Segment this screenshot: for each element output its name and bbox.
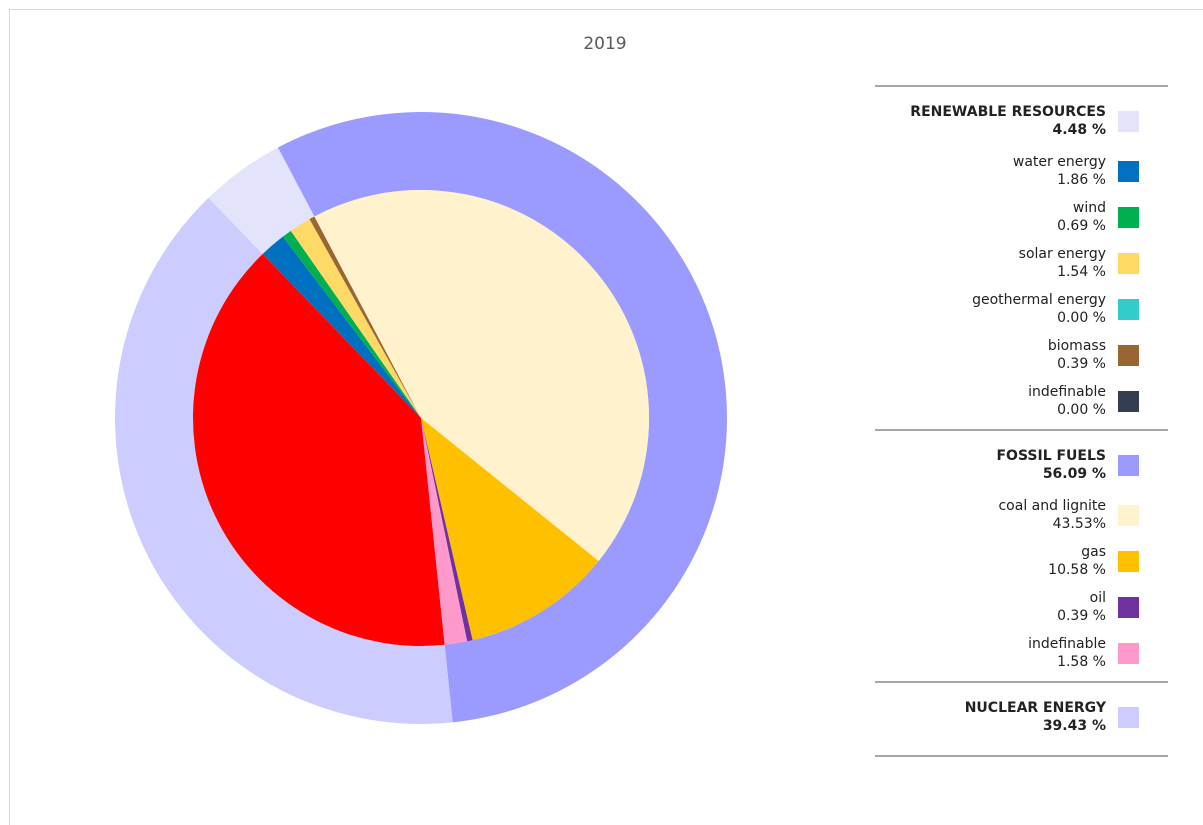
legend-item-name: indefinable: [1028, 384, 1106, 400]
chart-title: 2019: [583, 34, 626, 54]
legend-swatch: [1118, 345, 1139, 366]
legend-item-name: coal and lignite: [998, 498, 1106, 514]
inner-slice: [309, 216, 421, 418]
legend-item-name: gas: [1081, 544, 1106, 560]
inner-slice: [421, 418, 599, 641]
legend-item-value: 0.39 %: [1057, 356, 1106, 372]
inner-slice: [262, 236, 421, 418]
legend-item-name: indefinable: [1028, 636, 1106, 652]
outer-slice: [277, 112, 727, 723]
legend-item-value: 0.00 %: [1057, 402, 1106, 418]
legend-item-value: 0.39 %: [1057, 608, 1106, 624]
legend-item-value: 0.69 %: [1057, 218, 1106, 234]
legend-item-name: wind: [1073, 200, 1106, 216]
inner-slice: [421, 418, 468, 645]
legend-swatch: [1118, 707, 1139, 728]
legend-item-name: solar energy: [1019, 246, 1106, 262]
legend-group-value: 39.43 %: [1043, 718, 1106, 734]
inner-slice: [290, 219, 421, 418]
legend-item-value: 43.53%: [1053, 516, 1106, 532]
frame: [9, 9, 1203, 825]
legend-group-name: FOSSIL FUELS: [996, 448, 1106, 464]
legend-swatch: [1118, 111, 1139, 132]
legend-swatch: [1118, 207, 1139, 228]
legend-group-name: NUCLEAR ENERGY: [965, 700, 1107, 716]
legend-group-value: 4.48 %: [1053, 122, 1106, 138]
inner-slice: [282, 230, 421, 418]
legend-item-name: geothermal energy: [972, 292, 1106, 308]
legend-group-value: 56.09 %: [1043, 466, 1106, 482]
legend-item-value: 0.00 %: [1057, 310, 1106, 326]
legend-swatch: [1118, 597, 1139, 618]
legend-item-value: 1.58 %: [1057, 654, 1106, 670]
outer-slice: [208, 147, 315, 254]
legend-swatch: [1118, 299, 1139, 320]
legend-item-name: oil: [1090, 590, 1106, 606]
legend-swatch: [1118, 551, 1139, 572]
outer-slice: [114, 197, 453, 724]
legend-item-name: water energy: [1013, 154, 1106, 170]
legend-swatch: [1118, 161, 1139, 182]
legend-item-value: 1.86 %: [1057, 172, 1106, 188]
inner-slice: [421, 418, 473, 642]
legend-swatch: [1118, 391, 1139, 412]
legend-swatch: [1118, 253, 1139, 274]
inner-slice: [192, 253, 445, 646]
inner-slice: [314, 189, 650, 561]
legend-item-name: biomass: [1048, 338, 1106, 354]
legend-swatch: [1118, 643, 1139, 664]
legend-item-value: 10.58 %: [1048, 562, 1106, 578]
legend-swatch: [1118, 505, 1139, 526]
legend-item-value: 1.54 %: [1057, 264, 1106, 280]
legend-swatch: [1118, 455, 1139, 476]
legend-group-name: RENEWABLE RESOURCES: [910, 104, 1106, 120]
